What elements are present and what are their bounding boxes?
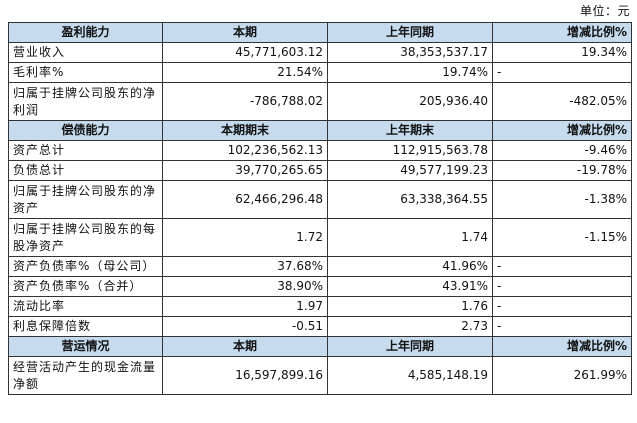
prior-value: 19.74% [327,62,493,83]
prior-value: 38,353,537.17 [327,42,493,63]
prior-value: 2.73 [327,316,493,337]
current-value: -786,788.02 [162,82,328,121]
section-header-operations: 营运情况 本期 上年同期 增减比例% [8,336,632,357]
financial-indicators-table: 盈利能力 本期 上年同期 增减比例% 营业收入 45,771,603.12 38… [8,22,632,395]
change-percent: -482.05% [492,82,632,121]
current-value: 102,236,562.13 [162,140,328,161]
section-header-profitability: 盈利能力 本期 上年同期 增减比例% [8,22,632,43]
change-percent: 261.99% [492,356,632,395]
change-percent: - [492,316,632,337]
prior-value: 41.96% [327,256,493,277]
current-value: 62,466,296.48 [162,180,328,219]
table-row: 资产负债率%（母公司） 37.68% 41.96% - [8,256,632,277]
table-row: 资产总计 102,236,562.13 112,915,563.78 -9.46… [8,140,632,161]
row-label: 营业收入 [8,42,163,63]
current-value: 45,771,603.12 [162,42,328,63]
current-value: 21.54% [162,62,328,83]
prior-value: 63,338,364.55 [327,180,493,219]
section-header-solvency: 偿债能力 本期期末 上年期末 增减比例% [8,120,632,141]
prior-value: 1.76 [327,296,493,317]
header-cell: 增减比例% [492,120,632,141]
table-row: 归属于挂牌公司股东的每股净资产 1.72 1.74 -1.15% [8,218,632,257]
table-row: 经营活动产生的现金流量净额 16,597,899.16 4,585,148.19… [8,356,632,395]
prior-value: 43.91% [327,276,493,297]
unit-label: 单位：元 [579,4,630,18]
row-label: 归属于挂牌公司股东的每股净资产 [8,218,163,257]
row-label: 归属于挂牌公司股东的净资产 [8,180,163,219]
row-label: 流动比率 [8,296,163,317]
change-percent: -19.78% [492,160,632,181]
change-percent: -9.46% [492,140,632,161]
change-percent: -1.15% [492,218,632,257]
row-label: 经营活动产生的现金流量净额 [8,356,163,395]
current-value: 37.68% [162,256,328,277]
table-row: 营业收入 45,771,603.12 38,353,537.17 19.34% [8,42,632,63]
row-label: 毛利率% [8,62,163,83]
row-label: 负债总计 [8,160,163,181]
row-label: 资产负债率%（合并） [8,276,163,297]
table-row: 流动比率 1.97 1.76 - [8,296,632,317]
header-cell: 增减比例% [492,22,632,43]
change-percent: 19.34% [492,42,632,63]
header-cell: 营运情况 [8,336,163,357]
table-row: 毛利率% 21.54% 19.74% - [8,62,632,83]
row-label: 资产负债率%（母公司） [8,256,163,277]
change-percent: - [492,276,632,297]
row-label: 归属于挂牌公司股东的净利润 [8,82,163,121]
header-cell: 上年期末 [327,120,493,141]
change-percent: - [492,296,632,317]
header-cell: 增减比例% [492,336,632,357]
header-cell: 本期期末 [162,120,328,141]
current-value: 1.72 [162,218,328,257]
change-percent: - [492,256,632,277]
current-value: 16,597,899.16 [162,356,328,395]
header-cell: 上年同期 [327,22,493,43]
table-row: 归属于挂牌公司股东的净资产 62,466,296.48 63,338,364.5… [8,180,632,219]
table-row: 归属于挂牌公司股东的净利润 -786,788.02 205,936.40 -48… [8,82,632,121]
header-cell: 本期 [162,22,328,43]
prior-value: 4,585,148.19 [327,356,493,395]
header-cell: 偿债能力 [8,120,163,141]
prior-value: 49,577,199.23 [327,160,493,181]
change-percent: -1.38% [492,180,632,219]
change-percent: - [492,62,632,83]
table-row: 利息保障倍数 -0.51 2.73 - [8,316,632,337]
header-cell: 上年同期 [327,336,493,357]
current-value: -0.51 [162,316,328,337]
table-row: 负债总计 39,770,265.65 49,577,199.23 -19.78% [8,160,632,181]
prior-value: 205,936.40 [327,82,493,121]
header-cell: 盈利能力 [8,22,163,43]
prior-value: 1.74 [327,218,493,257]
current-value: 38.90% [162,276,328,297]
prior-value: 112,915,563.78 [327,140,493,161]
header-cell: 本期 [162,336,328,357]
row-label: 利息保障倍数 [8,316,163,337]
table-row: 资产负债率%（合并） 38.90% 43.91% - [8,276,632,297]
row-label: 资产总计 [8,140,163,161]
current-value: 1.97 [162,296,328,317]
current-value: 39,770,265.65 [162,160,328,181]
